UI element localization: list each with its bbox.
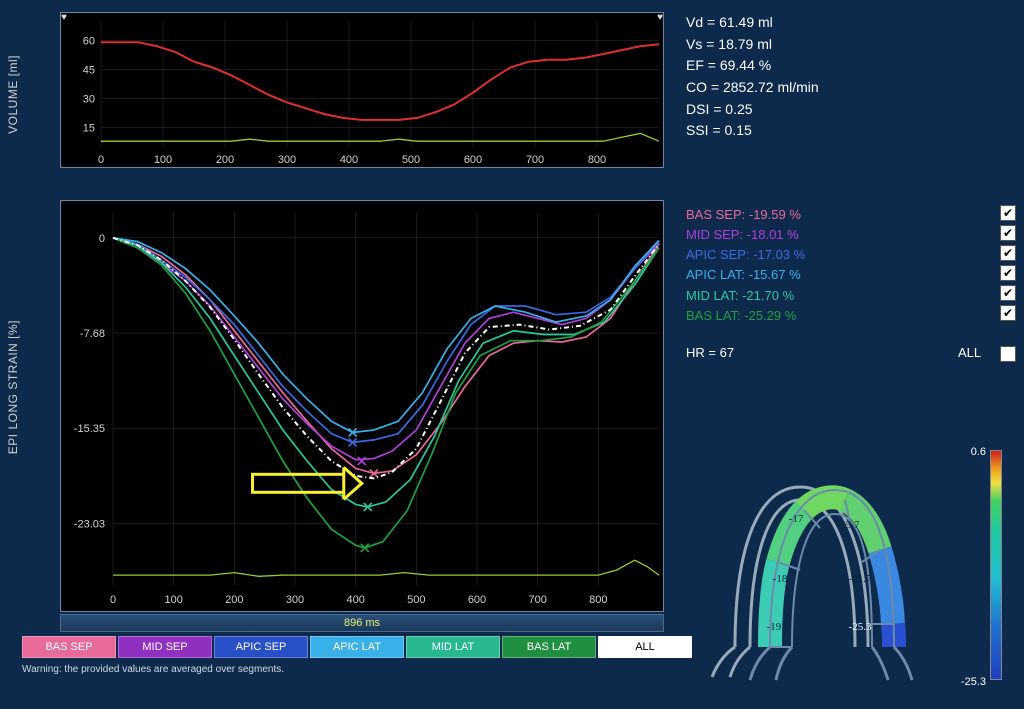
svg-text:400: 400 (340, 154, 358, 166)
stat-dsi: DSI = 0.25 (686, 99, 819, 121)
svg-text:500: 500 (402, 154, 420, 166)
svg-text:-23.03: -23.03 (74, 518, 105, 530)
svg-text:500: 500 (407, 594, 425, 606)
volume-chart-svg: 0 100 200 300 400 500 600 700 800 15 30 45 60 (61, 13, 665, 169)
svg-text:60: 60 (83, 35, 95, 47)
svg-text:300: 300 (278, 154, 296, 166)
warning-text: Warning: the provided values are average… (22, 664, 284, 675)
svg-text:-18: -18 (773, 573, 788, 585)
svg-text:700: 700 (526, 154, 544, 166)
svg-text:45: 45 (83, 64, 95, 76)
svg-text:100: 100 (154, 154, 172, 166)
colorbar-gradient (990, 450, 1002, 680)
svg-text:-19.6: -19.6 (767, 621, 790, 633)
stat-ssi: SSI = 0.15 (686, 120, 819, 142)
svg-text:700: 700 (528, 594, 546, 606)
strain-row: BAS SEP: -19.59 % (686, 205, 805, 225)
all-label: ALL (958, 345, 981, 360)
volume-marker-top-right: ♥ (657, 12, 663, 23)
svg-text:200: 200 (216, 154, 234, 166)
segment-button[interactable]: MID LAT (406, 636, 500, 658)
strain-chart-svg: 0 100 200 300 400 500 600 700 800 0 -7.68 -15.35 -23… (61, 201, 665, 613)
all-checkbox[interactable] (1000, 346, 1016, 362)
strain-checkbox[interactable]: ✔ (1000, 225, 1016, 241)
strain-row: MID LAT: -21.70 % (686, 286, 805, 306)
hr-value: HR = 67 (686, 345, 734, 360)
svg-text:600: 600 (464, 154, 482, 166)
svg-text:0: 0 (98, 154, 104, 166)
svg-text:200: 200 (225, 594, 243, 606)
svg-text:-15.7: -15.7 (837, 519, 860, 531)
svg-text:300: 300 (286, 594, 304, 606)
strain-checkbox[interactable]: ✔ (1000, 265, 1016, 281)
segment-button[interactable]: APIC SEP (214, 636, 308, 658)
segment-buttons: BAS SEPMID SEPAPIC SEPAPIC LATMID LATBAS… (22, 636, 692, 658)
stat-vd: Vd = 61.49 ml (686, 12, 819, 34)
segment-button[interactable]: ALL (598, 636, 692, 658)
svg-text:0: 0 (99, 233, 105, 245)
segment-button[interactable]: APIC LAT (310, 636, 404, 658)
svg-text:-15.35: -15.35 (74, 423, 105, 435)
svg-text:-21.7: -21.7 (849, 573, 872, 585)
volume-stats: Vd = 61.49 ml Vs = 18.79 ml EF = 69.44 %… (686, 12, 819, 142)
svg-text:-17: -17 (789, 513, 804, 525)
heart-diagram-svg: -19.6 -18 -17 -15.7 -21.7 -25.3 (700, 452, 950, 687)
volume-chart: 0 100 200 300 400 500 600 700 800 15 30 45 60 ♥ ♥ (60, 12, 664, 168)
svg-text:30: 30 (83, 94, 95, 106)
svg-text:-7.68: -7.68 (80, 328, 105, 340)
svg-text:800: 800 (588, 154, 606, 166)
svg-text:400: 400 (346, 594, 364, 606)
strain-checkbox[interactable]: ✔ (1000, 205, 1016, 221)
svg-text:15: 15 (83, 123, 95, 135)
heart-diagram: -19.6 -18 -17 -15.7 -21.7 -25.3 (700, 452, 950, 687)
colorbar-top-label: 0.6 (971, 446, 986, 458)
strain-checkbox[interactable]: ✔ (1000, 285, 1016, 301)
volume-marker-top-left: ♥ (61, 12, 67, 23)
stat-vs: Vs = 18.79 ml (686, 34, 819, 56)
strain-chart: 0 100 200 300 400 500 600 700 800 0 -7.68 -15.35 -23… (60, 200, 664, 612)
strain-segment-list: BAS SEP: -19.59 %MID SEP: -18.01 %APIC S… (686, 205, 805, 326)
segment-button[interactable]: BAS SEP (22, 636, 116, 658)
strain-row: MID SEP: -18.01 % (686, 225, 805, 245)
strain-checkbox[interactable]: ✔ (1000, 245, 1016, 261)
segment-button[interactable]: MID SEP (118, 636, 212, 658)
volume-y-label: VOLUME [ml] (6, 55, 20, 134)
strain-row: APIC SEP: -17.03 % (686, 245, 805, 265)
strain-checkbox[interactable]: ✔ (1000, 305, 1016, 321)
colorbar-bottom-label: -25.3 (961, 676, 986, 688)
svg-text:-25.3: -25.3 (849, 621, 872, 633)
segment-button[interactable]: BAS LAT (502, 636, 596, 658)
strain-row: APIC LAT: -15.67 % (686, 265, 805, 285)
svg-text:800: 800 (589, 594, 607, 606)
strain-colorbar: 0.6 -25.3 (990, 450, 1002, 680)
svg-text:0: 0 (110, 594, 116, 606)
strain-row: BAS LAT: -25.29 % (686, 306, 805, 326)
svg-text:600: 600 (468, 594, 486, 606)
time-bar: 896 ms (60, 614, 664, 632)
time-label: 896 ms (344, 617, 380, 629)
stat-ef: EF = 69.44 % (686, 55, 819, 77)
svg-text:100: 100 (164, 594, 182, 606)
strain-y-label: EPI LONG STRAIN [%] (6, 320, 20, 454)
stat-co: CO = 2852.72 ml/min (686, 77, 819, 99)
